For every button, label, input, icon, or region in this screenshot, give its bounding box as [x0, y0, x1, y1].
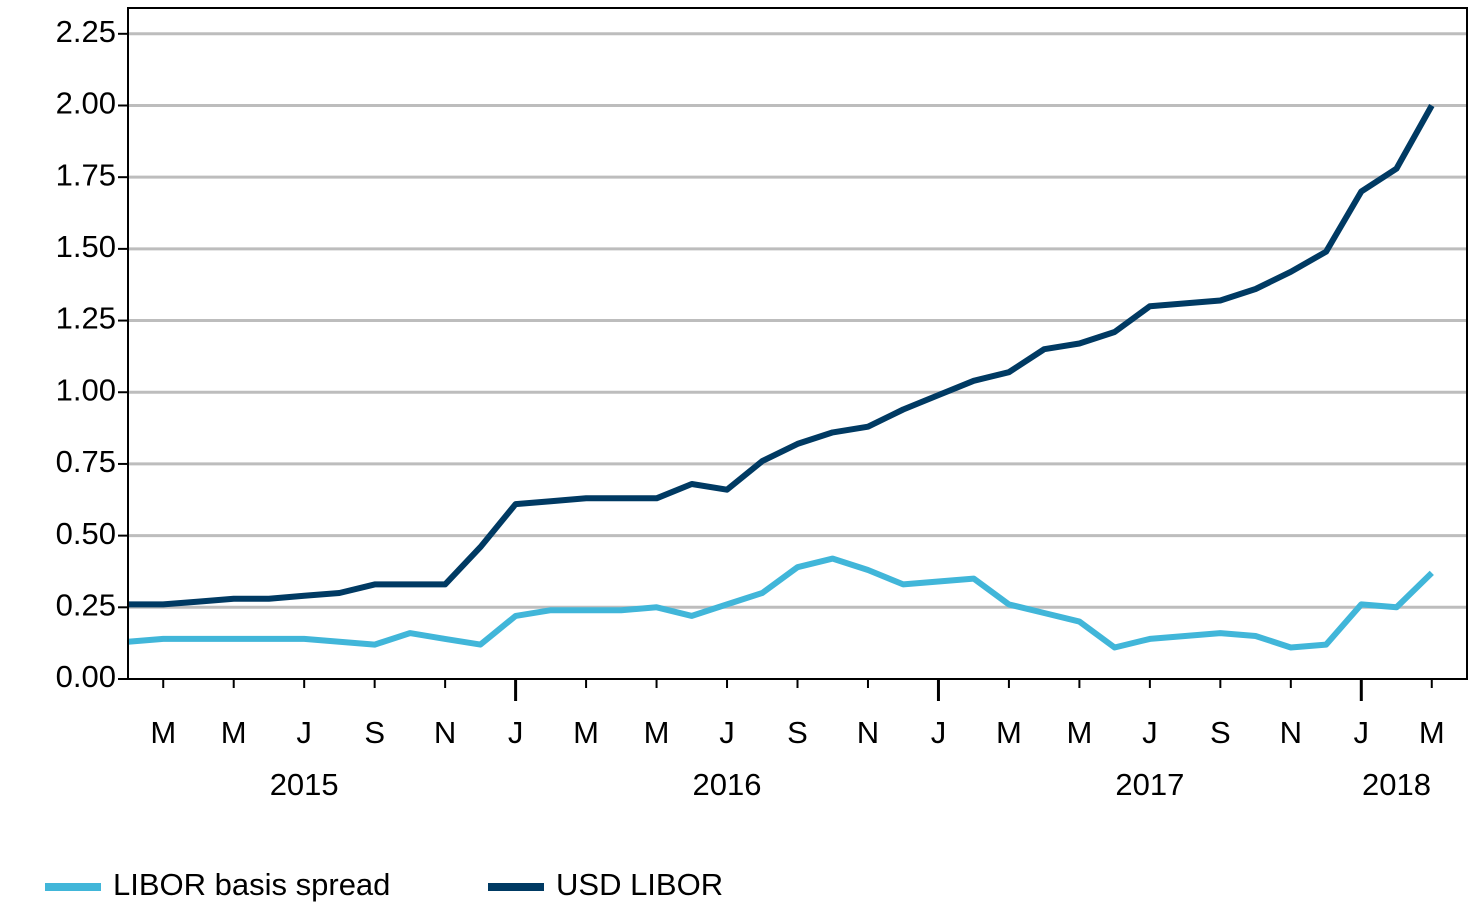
x-tick-label: J — [296, 715, 312, 750]
y-tick-label: 1.50 — [56, 229, 116, 264]
year-label: 2017 — [1115, 767, 1184, 802]
x-tick-label: M — [644, 715, 670, 750]
x-tick-label: J — [1142, 715, 1158, 750]
y-tick-label: 1.00 — [56, 372, 116, 407]
plot-frame — [127, 7, 1468, 680]
y-tick-label: 0.75 — [56, 444, 116, 479]
y-tick-label: 0.25 — [56, 587, 116, 622]
legend-label: USD LIBOR — [556, 867, 723, 902]
x-tick-label: J — [1354, 715, 1370, 750]
year-label: 2018 — [1362, 767, 1431, 802]
x-tick-label: N — [857, 715, 879, 750]
series-line — [127, 555, 1434, 651]
x-tick-label: S — [364, 715, 385, 750]
x-tick-label: J — [719, 715, 735, 750]
y-tick-label: 2.00 — [56, 86, 116, 121]
x-tick-label: M — [1066, 715, 1092, 750]
x-tick-label: M — [573, 715, 599, 750]
x-tick-label: J — [931, 715, 947, 750]
x-tick-label: N — [434, 715, 456, 750]
y-tick-label: 1.75 — [56, 157, 116, 192]
y-tick-label: 1.25 — [56, 301, 116, 336]
x-tick-label: S — [1210, 715, 1231, 750]
y-tick-label: 2.25 — [56, 14, 116, 49]
x-tick-label: J — [508, 715, 524, 750]
x-tick-label: M — [221, 715, 247, 750]
x-tick-label: S — [787, 715, 808, 750]
x-tick-label: M — [150, 715, 176, 750]
y-tick-label: 0.00 — [56, 659, 116, 694]
series-line — [128, 104, 1435, 608]
x-tick-label: M — [996, 715, 1022, 750]
legend-label: LIBOR basis spread — [113, 867, 390, 902]
x-tick-label: M — [1419, 715, 1445, 750]
y-tick-label: 0.50 — [56, 516, 116, 551]
year-label: 2015 — [270, 767, 339, 802]
year-label: 2016 — [693, 767, 762, 802]
x-tick-label: N — [1280, 715, 1302, 750]
